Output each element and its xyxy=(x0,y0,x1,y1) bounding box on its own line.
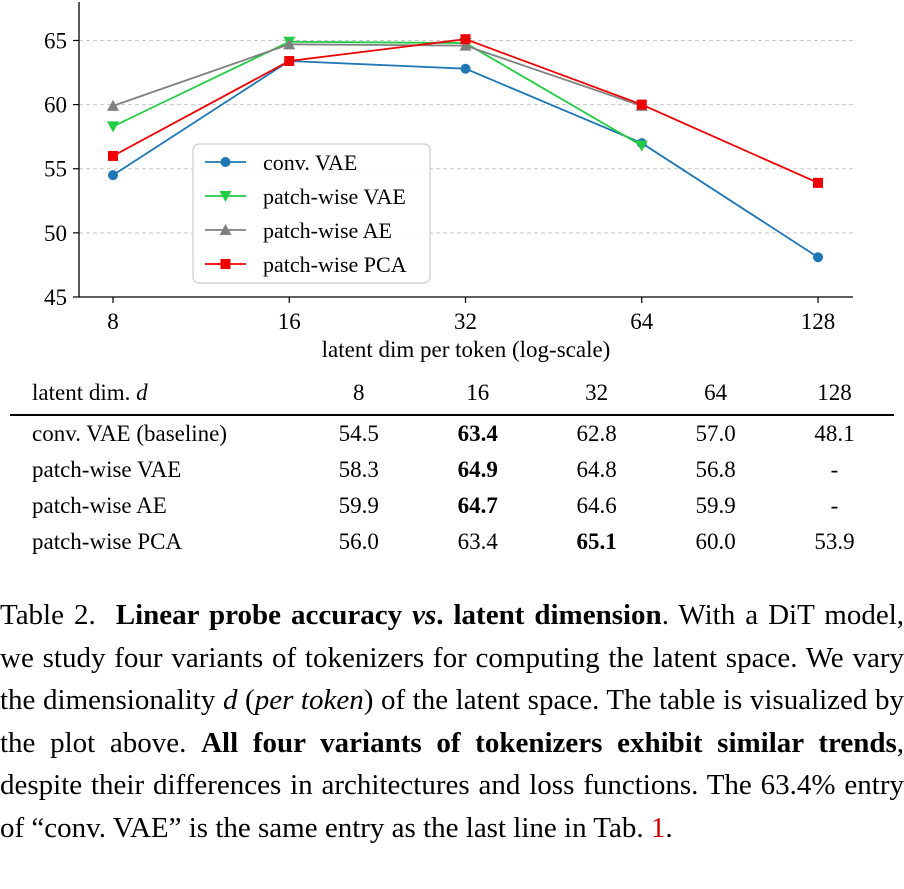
caption-title-vs: vs xyxy=(412,599,437,631)
table-cell: 59.9 xyxy=(338,493,379,518)
table-cell: 56.0 xyxy=(338,529,379,554)
header-cell: 8 xyxy=(299,372,419,416)
y-tick-label-60: 60 xyxy=(44,93,67,118)
data-point-3-3 xyxy=(636,99,647,110)
x-axis-label: latent dim per token (log-scale) xyxy=(322,337,611,362)
x-tick-label-64: 64 xyxy=(630,309,654,334)
data-point-3-1 xyxy=(284,56,295,66)
x-tick-label-32: 32 xyxy=(454,309,477,334)
header-label: latent dim. xyxy=(32,380,131,405)
y-tick-label-55: 55 xyxy=(44,157,67,182)
data-point-2-0 xyxy=(107,99,119,111)
caption-title: Linear probe accuracy vs. latent dimensi… xyxy=(116,599,662,631)
table-cell: 53.9 xyxy=(814,529,855,554)
caption-text-2: ( xyxy=(245,684,255,716)
table-cell: 58.3 xyxy=(338,457,379,482)
table-reference-link[interactable]: 1 xyxy=(650,811,666,844)
x-tick-label-16: 16 xyxy=(278,309,301,334)
table-cell-best: 63.4 xyxy=(457,421,498,446)
data-point-0-4 xyxy=(813,252,823,263)
table-cell: - xyxy=(830,493,839,518)
x-tick-label-128: 128 xyxy=(801,309,836,334)
header-label-cell: latent dim. d xyxy=(10,372,300,416)
row-label: patch-wise VAE xyxy=(32,457,182,482)
header-cell: 128 xyxy=(775,372,894,416)
series-1 xyxy=(107,36,648,152)
series-line-2 xyxy=(112,43,643,107)
y-tick-label-45: 45 xyxy=(44,285,67,310)
caption-per-token: per token xyxy=(254,684,364,716)
results-table: latent dim. d 8 16 32 64 128 conv. VAE (… xyxy=(10,372,894,560)
caption-text-3: ) of the latent space. The table is visu… xyxy=(0,684,904,759)
legend-label-2: patch-wise AE xyxy=(263,218,392,243)
table-header-row: latent dim. d 8 16 32 64 128 xyxy=(10,372,894,416)
caption-text-5: . xyxy=(665,811,673,844)
series-line-1 xyxy=(112,40,643,147)
table-cell: 60.0 xyxy=(695,529,736,554)
data-point-0-2 xyxy=(460,63,471,74)
header-variable: d xyxy=(136,380,148,405)
caption-text-4: , despite their differences in architect… xyxy=(0,726,904,844)
data-point-3-2 xyxy=(460,34,471,45)
data-point-1-0 xyxy=(107,121,119,133)
table-row: patch-wise AE 59.9 64.7 64.6 59.9 - xyxy=(10,488,894,524)
table-cell: 59.9 xyxy=(695,493,736,518)
caption-title-b: . latent dimension xyxy=(436,599,662,631)
caption-variable: d xyxy=(222,684,238,716)
data-point-3-0 xyxy=(108,150,118,161)
data-point-2-2 xyxy=(459,39,472,51)
table-cell: 57.0 xyxy=(695,421,736,446)
table-cell: - xyxy=(830,457,839,482)
table-cell: 64.8 xyxy=(576,457,617,482)
legend-marker-3 xyxy=(220,259,231,269)
table-caption: Table 2. Linear probe accuracy vs. laten… xyxy=(0,594,904,849)
caption-text-1: . With a DiT model, we study four varian… xyxy=(0,599,904,716)
table-cell: 54.5 xyxy=(338,421,379,446)
legend-marker-2 xyxy=(219,224,232,235)
table-cell: 62.8 xyxy=(576,421,617,446)
table-cell: 56.8 xyxy=(695,457,736,482)
table-row: patch-wise VAE 58.3 64.9 64.8 56.8 - xyxy=(10,452,894,488)
caption-bold-finding: All four variants of tokenizers exhibit … xyxy=(201,726,897,759)
table-cell: 48.1 xyxy=(814,421,855,446)
legend-label-3: patch-wise PCA xyxy=(263,252,407,277)
legend-marker-1 xyxy=(219,191,232,202)
data-point-1-3 xyxy=(635,140,648,152)
y-tick-label-65: 65 xyxy=(44,28,67,53)
data-point-0-0 xyxy=(108,170,118,181)
table-cell-best: 64.9 xyxy=(457,457,498,482)
caption-title-a: Linear probe accuracy xyxy=(115,599,403,631)
legend: conv. VAE patch-wise VAE patch-wise AE patc… xyxy=(192,143,431,284)
header-cell: 16 xyxy=(418,372,538,416)
y-tick-label-50: 50 xyxy=(44,221,67,246)
row-label: conv. VAE (baseline) xyxy=(32,421,228,446)
row-label: patch-wise PCA xyxy=(32,529,183,554)
legend-label-1: patch-wise VAE xyxy=(263,184,406,209)
axis-ticks: 45 50 55 60 65 8 16 32 64 128 xyxy=(44,28,835,334)
table-cell-best: 65.1 xyxy=(576,529,617,554)
table-cell-best: 64.7 xyxy=(457,493,498,518)
data-point-3-4 xyxy=(813,177,823,188)
legend-box xyxy=(192,143,431,284)
x-tick-label-8: 8 xyxy=(107,309,119,334)
data-point-2-1 xyxy=(283,38,296,50)
caption-prefix: Table 2. xyxy=(0,599,96,631)
legend-marker-0 xyxy=(220,157,231,167)
legend-label-0: conv. VAE xyxy=(263,150,357,175)
header-cell: 64 xyxy=(656,372,776,416)
table-row: conv. VAE (baseline) 54.5 63.4 62.8 57.0… xyxy=(10,415,894,452)
row-label: patch-wise AE xyxy=(32,493,167,518)
series-group xyxy=(107,34,823,263)
header-cell: 32 xyxy=(537,372,657,416)
table-row: patch-wise PCA 56.0 63.4 65.1 60.0 53.9 xyxy=(10,524,894,560)
table-cell: 64.6 xyxy=(576,493,617,518)
table-cell: 63.4 xyxy=(457,529,498,554)
series-3 xyxy=(108,34,823,188)
line-chart: 45 50 55 60 65 8 16 32 64 128 latent dim per toke… xyxy=(44,2,853,362)
